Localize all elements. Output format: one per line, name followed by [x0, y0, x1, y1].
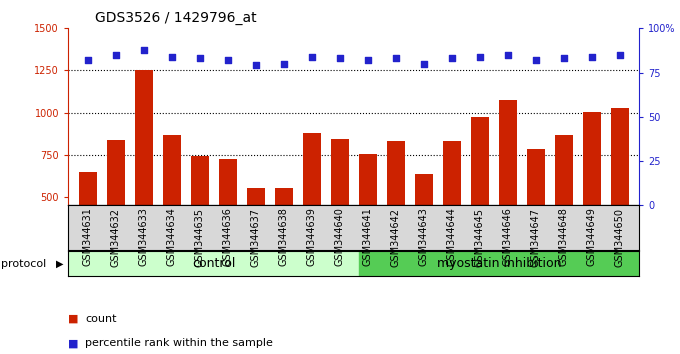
- Text: GSM344646: GSM344646: [503, 207, 513, 267]
- Point: [614, 52, 625, 58]
- Bar: [526, 149, 545, 281]
- Text: GSM344644: GSM344644: [447, 207, 456, 267]
- Bar: [443, 141, 461, 281]
- Bar: [330, 139, 349, 281]
- Text: GSM344636: GSM344636: [222, 207, 233, 267]
- Text: ▶: ▶: [56, 259, 63, 269]
- Bar: [246, 188, 265, 281]
- Point: [502, 52, 513, 58]
- Point: [390, 56, 401, 61]
- Point: [306, 54, 317, 59]
- Text: GSM344635: GSM344635: [194, 207, 205, 267]
- Text: GDS3526 / 1429796_at: GDS3526 / 1429796_at: [95, 11, 257, 25]
- Text: count: count: [85, 314, 116, 324]
- Point: [334, 56, 345, 61]
- Bar: [190, 156, 209, 281]
- Text: GSM344645: GSM344645: [475, 207, 485, 267]
- Text: protocol: protocol: [1, 259, 47, 269]
- Bar: [78, 172, 97, 281]
- Point: [418, 61, 429, 67]
- Bar: [583, 112, 600, 281]
- Text: GSM344641: GSM344641: [362, 207, 373, 267]
- Text: GSM344643: GSM344643: [419, 207, 428, 267]
- Text: GSM344631: GSM344631: [82, 207, 92, 267]
- Point: [250, 63, 261, 68]
- Text: control: control: [192, 257, 235, 270]
- Text: GSM344638: GSM344638: [279, 207, 288, 267]
- Bar: [554, 135, 573, 281]
- Text: GSM344634: GSM344634: [167, 207, 177, 267]
- Point: [194, 56, 205, 61]
- Point: [474, 54, 485, 59]
- Text: GSM344649: GSM344649: [587, 207, 596, 267]
- Bar: [163, 135, 181, 281]
- Text: ■: ■: [68, 338, 78, 348]
- Point: [82, 57, 93, 63]
- Bar: [498, 100, 517, 281]
- Bar: [415, 174, 432, 281]
- Point: [278, 61, 289, 67]
- Bar: [135, 70, 153, 281]
- Text: GSM344647: GSM344647: [530, 207, 541, 267]
- Bar: [471, 117, 489, 281]
- Bar: [611, 108, 629, 281]
- Bar: [107, 139, 124, 281]
- Text: GSM344642: GSM344642: [390, 207, 401, 267]
- Text: GSM344648: GSM344648: [558, 207, 568, 267]
- Text: GSM344650: GSM344650: [615, 207, 625, 267]
- Bar: [68, 251, 359, 276]
- Bar: [359, 251, 639, 276]
- Text: GSM344633: GSM344633: [139, 207, 149, 267]
- Point: [138, 47, 149, 52]
- Text: myostatin inhibition: myostatin inhibition: [437, 257, 562, 270]
- Text: ■: ■: [68, 314, 78, 324]
- Text: GSM344639: GSM344639: [307, 207, 317, 267]
- Bar: [386, 141, 405, 281]
- Point: [166, 54, 177, 59]
- Text: GSM344640: GSM344640: [335, 207, 345, 267]
- Bar: [218, 159, 237, 281]
- Text: GSM344632: GSM344632: [111, 207, 120, 267]
- Point: [362, 57, 373, 63]
- Bar: [275, 188, 292, 281]
- Bar: [303, 133, 321, 281]
- Point: [222, 57, 233, 63]
- Text: GSM344637: GSM344637: [251, 207, 260, 267]
- Point: [558, 56, 569, 61]
- Point: [586, 54, 597, 59]
- Bar: [358, 154, 377, 281]
- Point: [110, 52, 121, 58]
- Point: [530, 57, 541, 63]
- Point: [446, 56, 457, 61]
- Text: percentile rank within the sample: percentile rank within the sample: [85, 338, 273, 348]
